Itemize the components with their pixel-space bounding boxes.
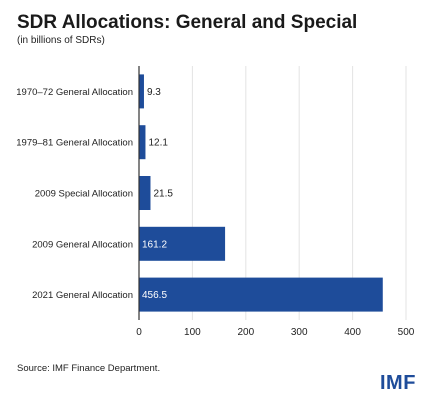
value-label: 456.5 — [142, 290, 167, 301]
category-label: 1970–72 General Allocation — [16, 87, 133, 98]
value-label: 12.1 — [148, 138, 168, 149]
x-tick-label: 100 — [184, 327, 201, 338]
x-tick-label: 300 — [291, 327, 308, 338]
bar — [139, 277, 383, 312]
category-labels: 1970–72 General Allocation 1979–81 Genera… — [16, 87, 133, 301]
category-label: 2009 Special Allocation — [35, 189, 133, 200]
x-tick-label: 500 — [398, 327, 415, 338]
bar — [139, 125, 146, 160]
value-label: 9.3 — [147, 87, 161, 98]
bar — [139, 74, 144, 109]
chart-subtitle: (in billions of SDRs) — [17, 35, 105, 46]
gridlines — [191, 66, 407, 320]
chart-title: SDR Allocations: General and Special — [17, 12, 358, 33]
category-label: 1979–81 General Allocation — [16, 138, 133, 149]
x-tick-label: 400 — [344, 327, 361, 338]
imf-logo: IMF — [380, 372, 416, 394]
value-label: 161.2 — [142, 239, 167, 250]
x-tick-labels: 0 100 200 300 400 500 — [136, 327, 415, 338]
category-label: 2021 General Allocation — [32, 290, 133, 301]
source-note: Source: IMF Finance Department. — [17, 363, 161, 374]
x-tick-label: 0 — [136, 327, 142, 338]
category-label: 2009 General Allocation — [32, 239, 133, 250]
value-labels: 9.3 12.1 21.5 161.2 456.5 — [142, 87, 173, 301]
x-tick-label: 200 — [237, 327, 254, 338]
bar — [139, 226, 226, 261]
bars — [139, 74, 383, 312]
value-label: 21.5 — [153, 189, 173, 200]
bar — [139, 176, 151, 210]
